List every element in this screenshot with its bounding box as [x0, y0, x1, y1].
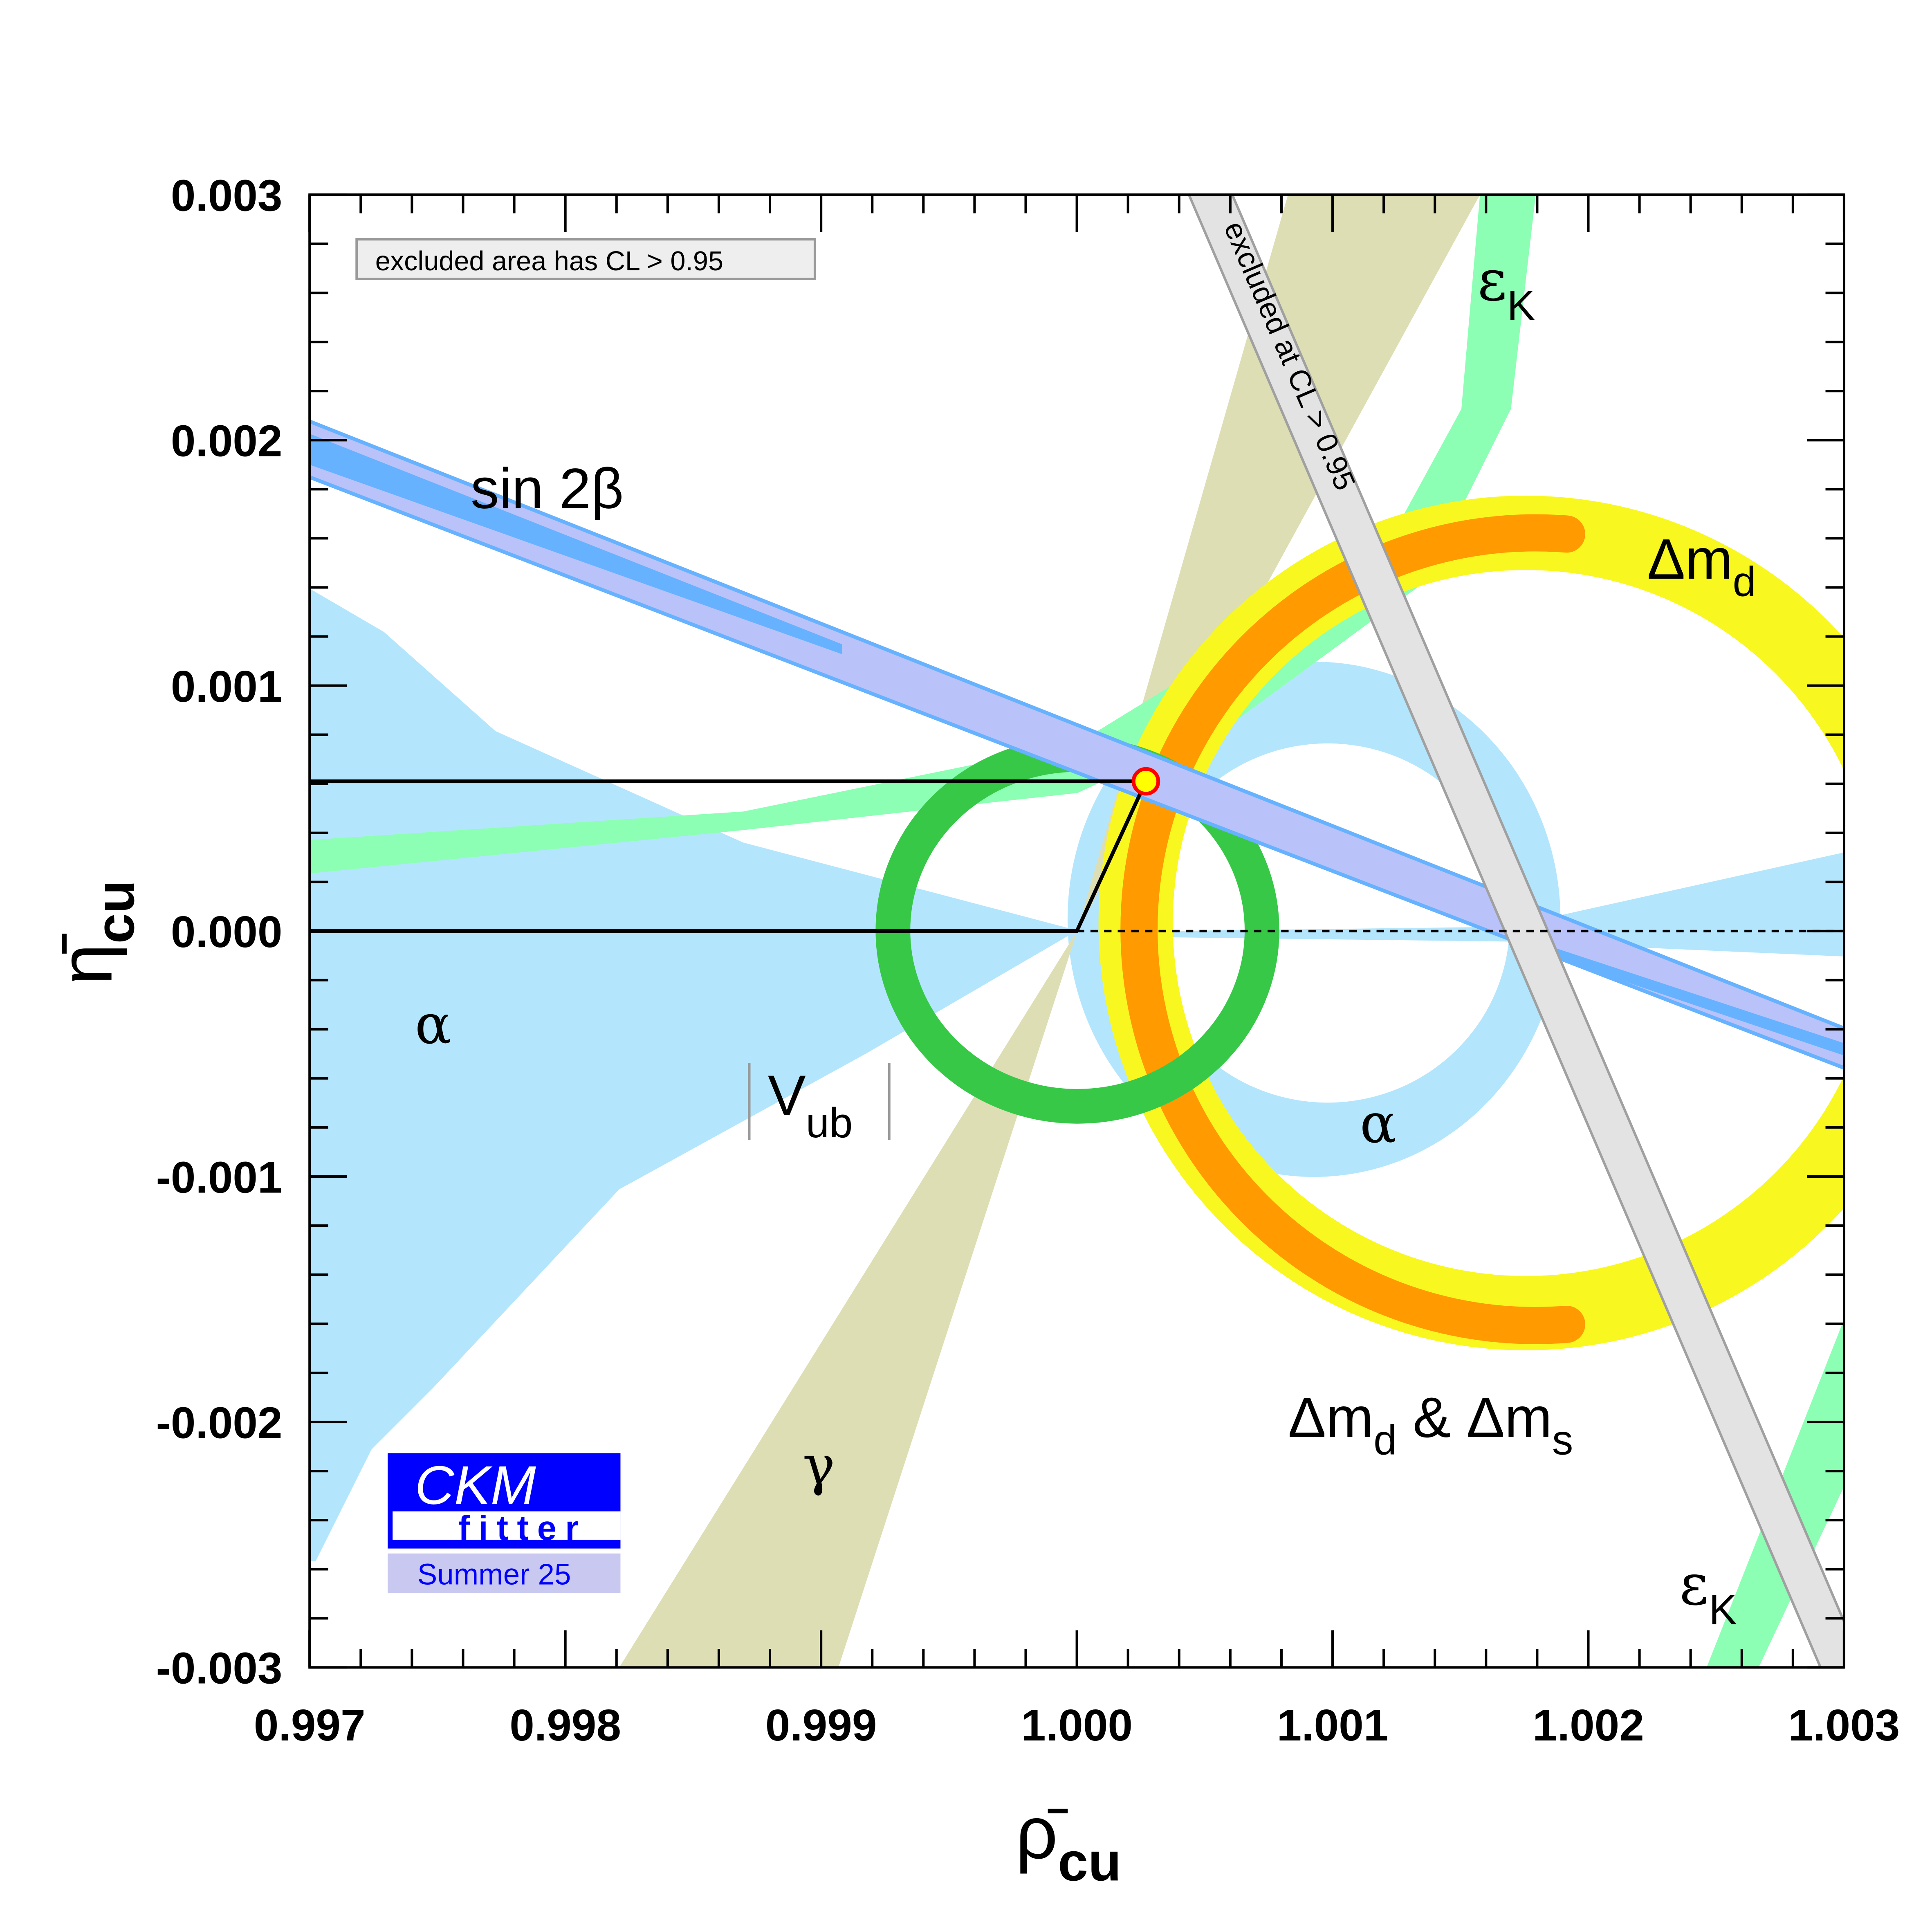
- legend-text: excluded area has CL > 0.95: [375, 246, 723, 276]
- dmdms-subscript-a: d: [1373, 1416, 1397, 1463]
- y-tick-label: -0.002: [156, 1398, 282, 1448]
- y-axis-title: η̄cu: [44, 880, 146, 985]
- epsk-symbol: ε: [1679, 1552, 1709, 1618]
- dmdms-subscript-b: s: [1552, 1416, 1573, 1463]
- x-tick-label: 0.998: [509, 1700, 621, 1750]
- y-tick-label: 0.002: [171, 416, 283, 466]
- label-epsk-bottom: εK: [1679, 1552, 1737, 1633]
- label-alpha-left: α: [415, 993, 452, 1056]
- axis-ticks: [308, 193, 1845, 1669]
- logo-ckm: CKM: [415, 1455, 536, 1516]
- x-tick-labels: 0.997 0.998 0.999 1.000 1.001 1.002 1.003: [254, 1700, 1900, 1750]
- dmd-subscript: d: [1732, 558, 1756, 605]
- label-alpha-right: α: [1360, 1092, 1397, 1155]
- epsk-symbol: ε: [1477, 247, 1507, 314]
- epsk-subscript: K: [1709, 1586, 1737, 1633]
- gamma-region-lower: [619, 930, 1078, 1668]
- label-gamma: γ: [803, 1434, 835, 1497]
- y-tick-label: 0.001: [171, 662, 283, 712]
- logo-edition: Summer 25: [417, 1558, 571, 1591]
- vub-subscript: ub: [806, 1099, 853, 1146]
- label-dmd: Δmd: [1647, 527, 1756, 605]
- y-tick-labels: 0.003 0.002 0.001 0.000 -0.001 -0.002 -0.003: [156, 171, 282, 1693]
- y-tick-label: -0.001: [156, 1152, 282, 1202]
- logo-fitter: fitter: [458, 1508, 588, 1547]
- vub-symbol: V: [768, 1064, 806, 1127]
- label-dmd-dms: Δmd & Δms: [1288, 1386, 1573, 1463]
- y-tick-label: -0.003: [156, 1644, 282, 1693]
- unitarity-triangle: [310, 779, 1149, 933]
- label-epsk-top: εK: [1477, 247, 1535, 329]
- label-vub: Vub: [768, 1064, 853, 1147]
- x-tick-label: 1.002: [1533, 1700, 1644, 1750]
- x-tick-label: 0.999: [765, 1700, 877, 1750]
- y-tick-label: 0.003: [171, 171, 283, 220]
- legend-box: [355, 238, 817, 281]
- x-axis-subscript: cu: [1058, 1831, 1122, 1892]
- sin2beta-edge-top: [310, 420, 1844, 1030]
- x-tick-label: 1.000: [1021, 1700, 1133, 1750]
- alpha-sliver: [1114, 927, 1511, 942]
- epsk-subscript: K: [1507, 282, 1535, 329]
- y-axis-subscript: cu: [85, 880, 146, 944]
- x-tick-label: 1.001: [1277, 1700, 1389, 1750]
- dmdms-symbol-b: & Δm: [1397, 1386, 1552, 1449]
- x-axis-title: ρ̄cu: [1016, 1791, 1122, 1893]
- x-tick-label: 0.997: [254, 1700, 366, 1750]
- sin2beta-core-right: [1535, 941, 1844, 1056]
- label-sin2beta: sin 2β: [471, 456, 624, 520]
- ckmfitter-logo: CKM fitter Summer 25: [388, 1453, 621, 1593]
- best-fit-point: [1131, 767, 1160, 796]
- sin2beta-band: [310, 421, 1844, 1068]
- sin2beta-edge-bottom: [310, 475, 1844, 1070]
- y-tick-label: 0.000: [171, 907, 283, 957]
- sin2beta-core-left: [310, 433, 842, 654]
- x-tick-label: 1.003: [1788, 1700, 1900, 1750]
- dmd-symbol: Δm: [1647, 527, 1732, 591]
- constraint-regions: [310, 195, 1844, 1668]
- dmdms-symbol-a: Δm: [1288, 1386, 1373, 1449]
